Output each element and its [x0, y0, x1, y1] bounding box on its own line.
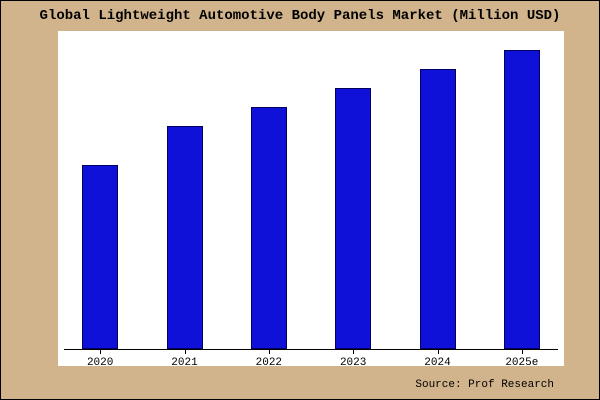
bar-2020: [82, 165, 119, 349]
chart-title: Global Lightweight Automotive Body Panel…: [39, 8, 561, 24]
x-axis-line: [64, 349, 558, 350]
plot-area: 2020 2021 2022 2023 2024 2025e: [58, 31, 564, 369]
bar-2024: [419, 69, 456, 349]
x-tick-label: 2021: [171, 357, 198, 369]
x-tick-label: 2023: [339, 357, 367, 369]
x-axis-tick: [184, 349, 186, 354]
x-axis-tick: [437, 349, 439, 354]
source-credit: Source: Prof Research: [415, 379, 554, 391]
x-tick-label: 2025e: [505, 357, 539, 369]
bar-2023: [335, 88, 372, 349]
bar-2022: [250, 107, 287, 349]
x-tick-label: 2022: [255, 357, 283, 369]
bar-2021: [166, 126, 203, 349]
x-tick-label: 2024: [424, 357, 451, 369]
bar-2025e: [503, 50, 540, 349]
x-axis-tick: [521, 349, 523, 354]
x-tick-label: 2020: [86, 357, 114, 369]
x-axis-tick: [268, 349, 270, 354]
x-axis-tick: [353, 349, 355, 354]
x-axis-tick: [100, 349, 102, 354]
